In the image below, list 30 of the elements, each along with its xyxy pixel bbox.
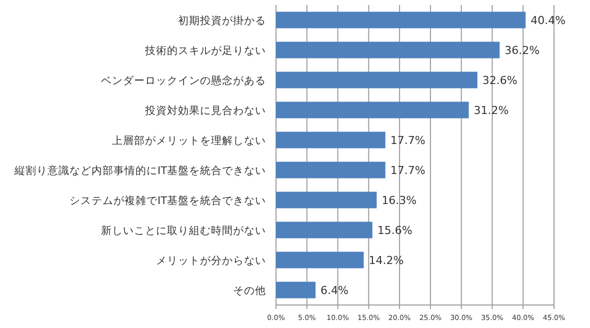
y-tick-label: メリットが分からない [156,255,266,267]
data-label: 17.7% [390,164,426,177]
y-tick-label: 新しいことに取り組む時間がない [101,224,266,237]
bar [276,162,386,178]
y-tick-label: 上層部がメリットを理解しない [112,134,266,147]
data-label: 6.4% [320,284,348,297]
data-label: 32.6% [482,74,518,87]
y-tick-label: 技術的スキルが足りない [144,45,266,57]
bar [276,72,478,88]
bar [276,252,364,268]
bar [276,132,386,148]
bar [276,12,526,28]
data-label: 40.4% [530,14,566,27]
y-tick-label: ベンダーロックインの懸念がある [101,74,266,87]
y-tick-label: 初期投資が掛かる [178,14,266,27]
data-label: 36.2% [504,44,540,57]
data-label: 17.7% [390,134,426,147]
bar [276,222,372,238]
y-tick-label: 投資対効果に見合わない [144,104,266,117]
bar [276,102,469,118]
data-label: 14.2% [368,254,404,267]
data-label: 15.6% [377,224,412,237]
bar [276,192,377,208]
bar [276,42,500,58]
bar [276,282,316,298]
y-tick-label: システムが複雑でIT基盤を統合できない [69,194,266,207]
y-tick-label: 縦割り意識など内部事情的にIT基盤を統合できない [13,164,266,177]
data-label: 16.3% [382,194,417,207]
data-label: 31.2% [474,104,509,117]
y-tick-label: その他 [233,285,266,297]
